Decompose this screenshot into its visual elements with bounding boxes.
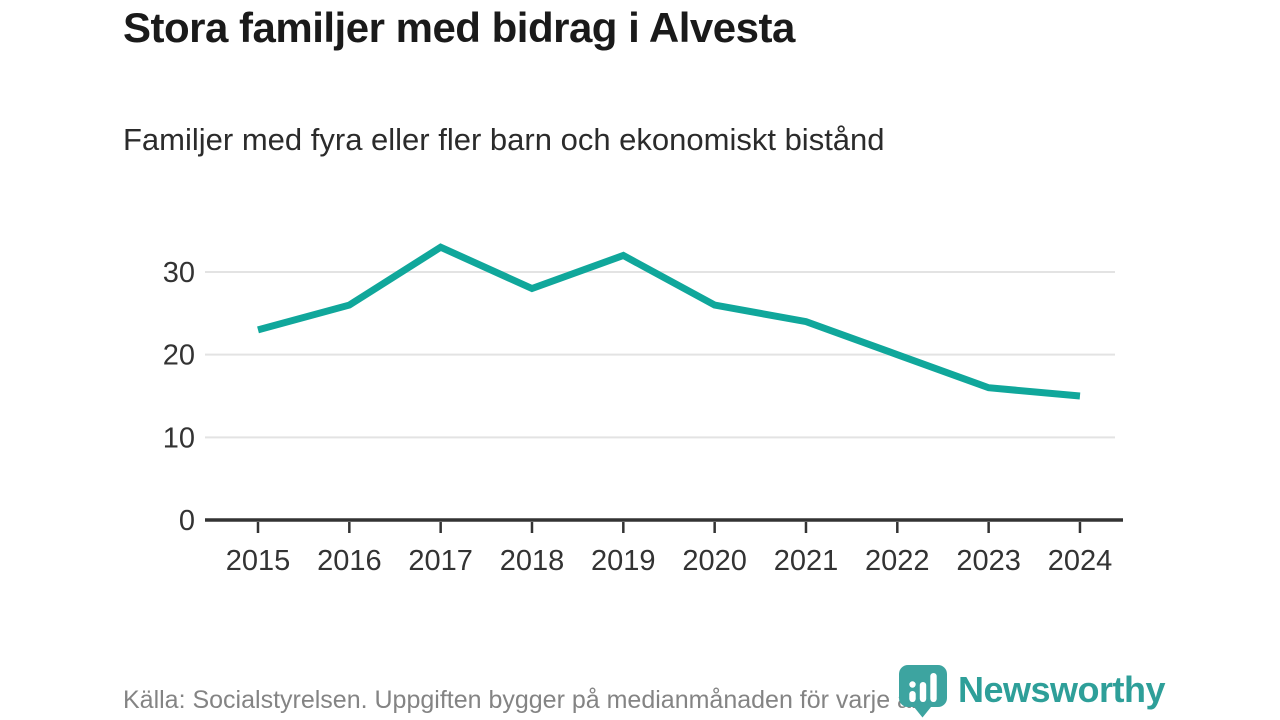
- x-axis: [205, 518, 1123, 533]
- y-tick-label-10: 10: [163, 422, 195, 454]
- chart-title: Stora familjer med bidrag i Alvesta: [123, 4, 795, 51]
- x-tick-label-2021: 2021: [774, 545, 839, 577]
- x-tick-label-2019: 2019: [591, 545, 656, 577]
- data-line: [257, 243, 1081, 400]
- y-tick-label-20: 20: [163, 340, 195, 372]
- x-tick-label-2018: 2018: [500, 545, 565, 577]
- x-tick-label-2016: 2016: [317, 545, 382, 577]
- x-tick-label-2017: 2017: [408, 545, 473, 577]
- series-line: [257, 243, 1081, 400]
- brand-lockup: Newsworthy: [898, 664, 1166, 718]
- newsworthy-logo-icon: [899, 665, 947, 718]
- y-tick-label-30: 30: [163, 257, 195, 289]
- x-axis-labels: 2015 2016 2017 2018 2019 2020 2021 2022 2023 2024: [226, 545, 1112, 577]
- x-tick-label-2022: 2022: [865, 545, 930, 577]
- brand-wordmark: Newsworthy: [958, 669, 1166, 710]
- y-axis-labels: 0 10 20 30: [163, 257, 195, 537]
- x-tick-label-2015: 2015: [226, 545, 291, 577]
- gridlines: [205, 270, 1115, 439]
- source-note: Källa: Socialstyrelsen. Uppgiften bygger…: [123, 686, 920, 714]
- x-tick-label-2023: 2023: [956, 545, 1021, 577]
- y-tick-label-0: 0: [179, 505, 195, 537]
- chart-subtitle: Familjer med fyra eller fler barn och ek…: [123, 122, 885, 157]
- x-tick-label-2024: 2024: [1048, 545, 1113, 577]
- x-tick-label-2020: 2020: [682, 545, 747, 577]
- line-chart: 0 10 20 30 2015 2016 2017 2018 2019 2020 2021 2022…: [163, 243, 1123, 577]
